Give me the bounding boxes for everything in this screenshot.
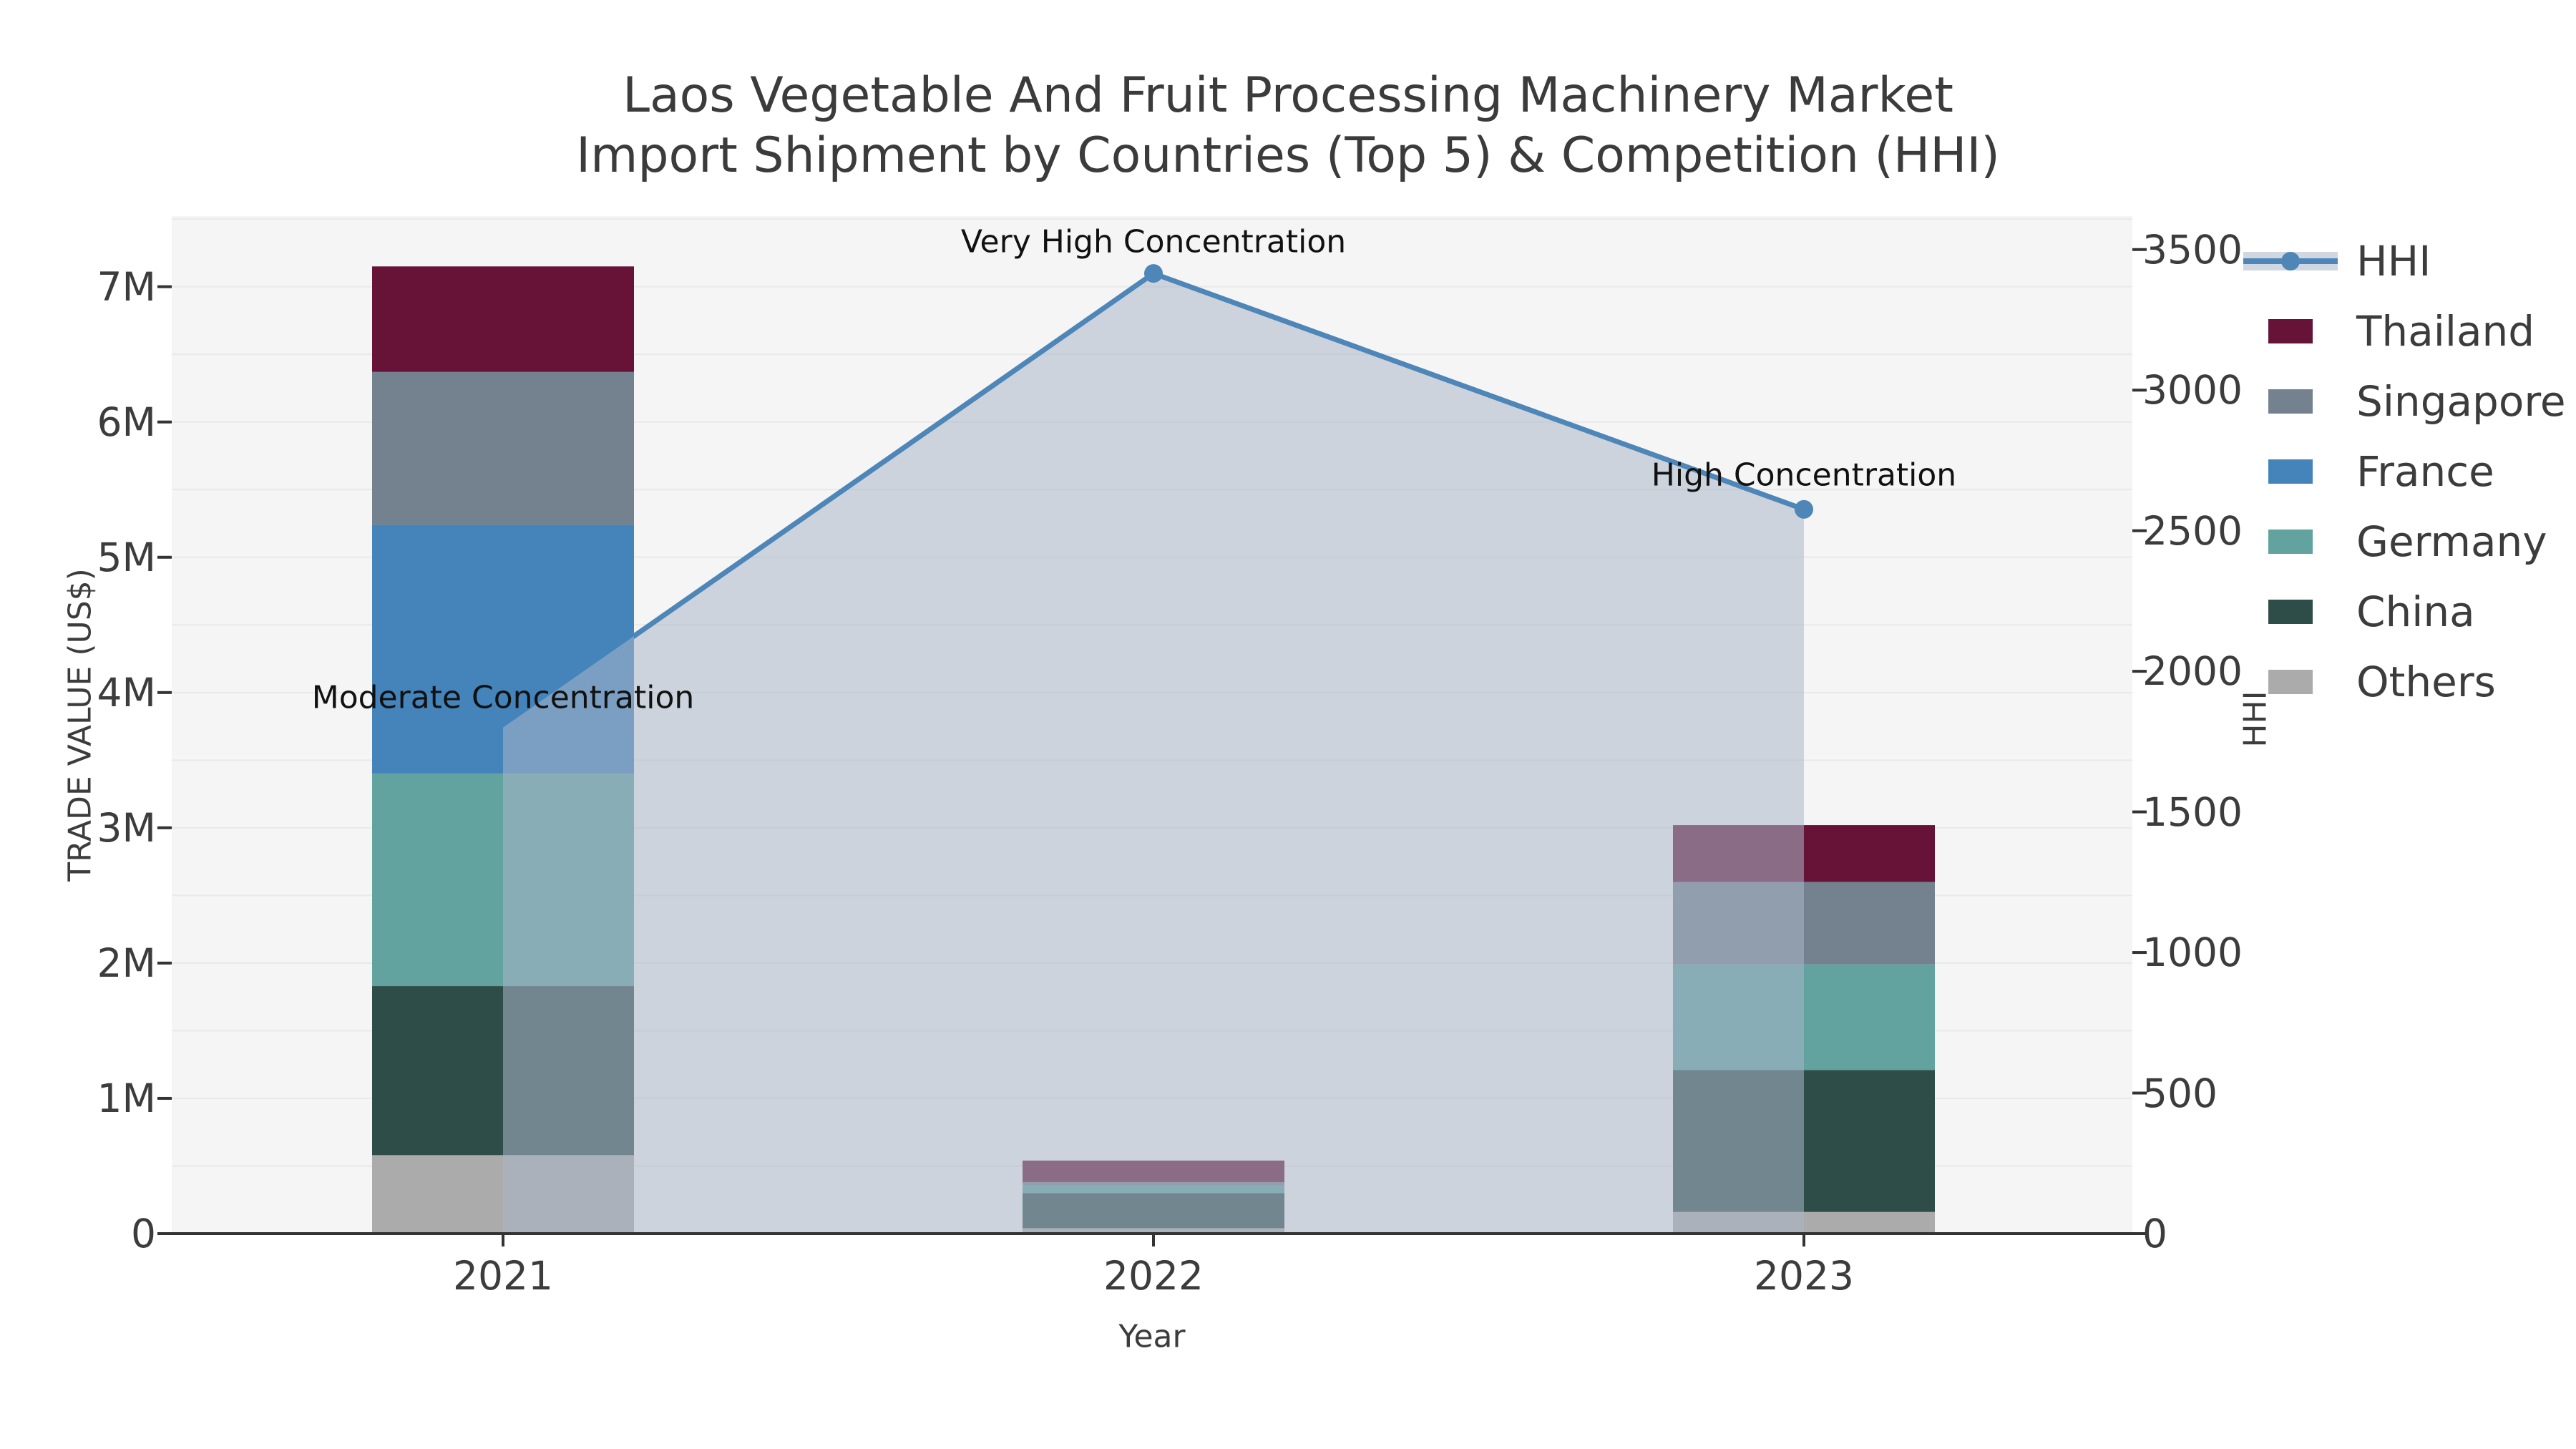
france-swatch-icon <box>2243 457 2338 486</box>
legend-label-others: Others <box>2356 658 2496 706</box>
y-left-tick-mark <box>157 555 172 559</box>
france-color-swatch <box>2268 459 2313 484</box>
y-right-tick-label: 2500 <box>2142 507 2243 554</box>
y-left-tick-label: 5M <box>97 534 156 580</box>
y-left-tick-mark <box>157 1096 172 1100</box>
annotation-very-high-concentration: Very High Concentration <box>960 223 1347 260</box>
x-tick-mark <box>1802 1234 1805 1246</box>
y-left-tick-label: 0 <box>131 1211 156 1257</box>
hhi-marker-2022 <box>1144 264 1163 283</box>
annotation-moderate-concentration: Moderate Concentration <box>311 679 695 716</box>
chart-title-line-2: Import Shipment by Countries (Top 5) & C… <box>576 127 2000 184</box>
thailand-color-swatch <box>2268 319 2313 343</box>
y-right-tick-label: 2000 <box>2142 648 2243 695</box>
x-tick-label: 2021 <box>453 1253 553 1299</box>
y-left-tick-label: 4M <box>97 669 156 716</box>
bar-segment-thailand-2021 <box>372 266 634 372</box>
y-right-tick-label: 3000 <box>2142 367 2243 414</box>
y-left-tick-label: 6M <box>97 399 156 445</box>
legend-label-china: China <box>2356 587 2475 636</box>
china-color-swatch <box>2268 600 2313 624</box>
legend-label-germany: Germany <box>2356 517 2547 566</box>
hhi-marker-2023 <box>1795 499 1813 519</box>
legend-item-hhi: HHI <box>2243 226 2566 296</box>
y-right-tick-mark <box>2132 248 2147 251</box>
legend-item-france: France <box>2243 436 2566 507</box>
y-right-tick-mark <box>2132 810 2147 814</box>
legend-item-singapore: Singapore <box>2243 366 2566 436</box>
y-left-tick-mark <box>157 826 172 829</box>
legend-label-hhi: HHI <box>2356 237 2431 286</box>
china-swatch-icon <box>2243 597 2338 626</box>
y-right-tick-label: 3500 <box>2142 226 2243 273</box>
legend-label-thailand: Thailand <box>2356 307 2535 356</box>
y-right-tick-mark <box>2132 951 2147 955</box>
hhi-line-swatch-icon <box>2243 247 2338 275</box>
bar-segment-singapore-2021 <box>372 371 634 525</box>
x-tick-label: 2023 <box>1754 1253 1854 1299</box>
legend-item-china: China <box>2243 577 2566 647</box>
y-right-tick-label: 1500 <box>2142 789 2243 835</box>
legend-item-germany: Germany <box>2243 507 2566 577</box>
y-right-tick-mark <box>2132 529 2147 532</box>
y-left-tick-label: 7M <box>97 263 156 310</box>
y-right-tick-mark <box>2132 389 2147 392</box>
x-axis-label: Year <box>1118 1318 1186 1355</box>
germany-color-swatch <box>2268 530 2313 554</box>
legend-item-thailand: Thailand <box>2243 296 2566 366</box>
x-tick-label: 2022 <box>1103 1253 1204 1299</box>
y-left-tick-mark <box>157 691 172 694</box>
y-right-tick-mark <box>2132 1091 2147 1095</box>
y-left-tick-label: 3M <box>97 804 156 851</box>
y-right-tick-mark <box>2132 1232 2147 1235</box>
y-right-tick-label: 0 <box>2142 1211 2167 1257</box>
singapore-color-swatch <box>2268 389 2313 414</box>
annotation-high-concentration: High Concentration <box>1651 457 1957 494</box>
y-left-tick-mark <box>157 1232 172 1235</box>
hhi-marker-glyph <box>2281 252 2300 270</box>
hhi-area-fill <box>503 273 1804 1234</box>
y-left-tick-mark <box>157 285 172 288</box>
chart-title: Laos Vegetable And Fruit Processing Mach… <box>0 66 2576 186</box>
y-axis-label-left: TRADE VALUE (US$) <box>62 568 99 882</box>
others-color-swatch <box>2268 670 2313 694</box>
y-right-tick-label: 500 <box>2142 1070 2218 1116</box>
germany-swatch-icon <box>2243 527 2338 556</box>
x-tick-mark <box>1152 1234 1155 1246</box>
others-swatch-icon <box>2243 668 2338 696</box>
legend-label-france: France <box>2356 447 2494 496</box>
y-left-tick-label: 2M <box>97 940 156 986</box>
thailand-swatch-icon <box>2243 317 2338 346</box>
legend-item-others: Others <box>2243 647 2566 717</box>
x-tick-mark <box>502 1234 504 1246</box>
legend: HHI Thailand Singapore France Germany Ch… <box>2243 226 2566 717</box>
chart-title-line-1: Laos Vegetable And Fruit Processing Mach… <box>623 67 1953 124</box>
y-left-tick-mark <box>157 961 172 965</box>
y-right-tick-label: 1000 <box>2142 930 2243 976</box>
singapore-swatch-icon <box>2243 387 2338 416</box>
y-left-tick-label: 1M <box>97 1075 156 1121</box>
y-left-tick-mark <box>157 420 172 424</box>
legend-label-singapore: Singapore <box>2356 377 2566 426</box>
y-right-tick-mark <box>2132 670 2147 673</box>
